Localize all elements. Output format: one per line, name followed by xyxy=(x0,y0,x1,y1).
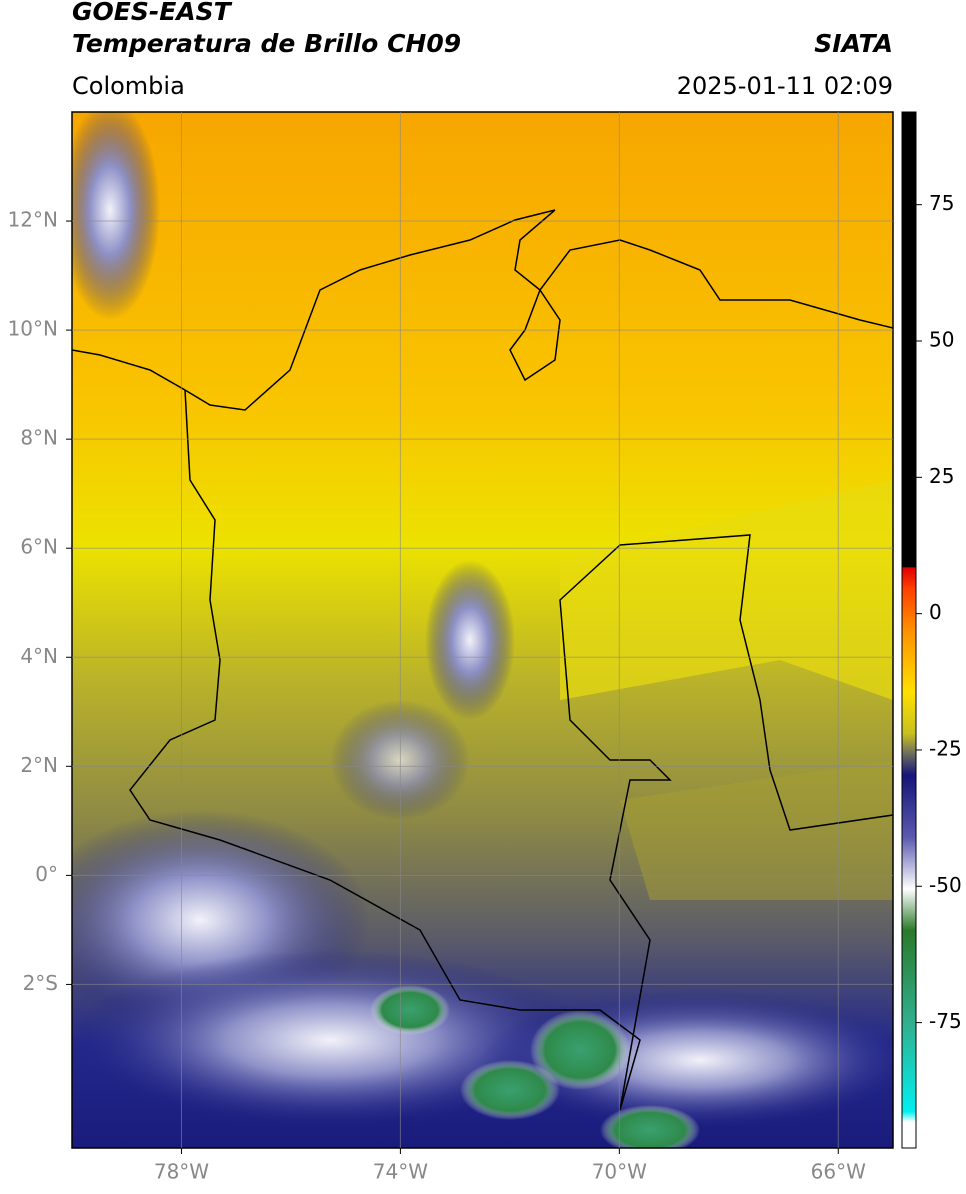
y-tick-label: 4°N xyxy=(20,644,58,668)
title-line-1: GOES-EAST xyxy=(72,0,233,26)
colorbar-tick-label: 25 xyxy=(929,464,954,488)
datetime: 2025-01-11 02:09 xyxy=(677,72,893,100)
y-tick-label: 12°N xyxy=(8,208,58,232)
x-tick-label: 66°W xyxy=(811,1160,866,1184)
x-tick-label: 78°W xyxy=(154,1160,209,1184)
y-tick-label: 2°N xyxy=(20,753,58,777)
satellite-image xyxy=(72,112,893,1148)
title-line-2: Temperatura de Brillo CH09 xyxy=(72,29,461,58)
x-tick-label: 70°W xyxy=(592,1160,647,1184)
y-tick-label: 8°N xyxy=(20,426,58,450)
map-frame xyxy=(71,111,894,1149)
x-tick-label: 74°W xyxy=(373,1160,428,1184)
colorbar-tick-label: 50 xyxy=(929,328,954,352)
colorbar-tick-label: 0 xyxy=(929,600,942,624)
y-tick-label: 10°N xyxy=(8,317,58,341)
colorbar-tick-label: 75 xyxy=(929,191,954,215)
colorbar-tick-label: -50 xyxy=(929,873,962,897)
colorbar-tick-label: -25 xyxy=(929,736,962,760)
y-tick-label: 0° xyxy=(35,862,58,886)
y-tick-label: 2°S xyxy=(23,971,58,995)
y-tick-label: 6°N xyxy=(20,535,58,559)
source: SIATA xyxy=(814,29,893,58)
region: Colombia xyxy=(72,72,185,100)
colorbar-tick-label: -75 xyxy=(929,1009,962,1033)
colorbar xyxy=(901,111,917,1149)
